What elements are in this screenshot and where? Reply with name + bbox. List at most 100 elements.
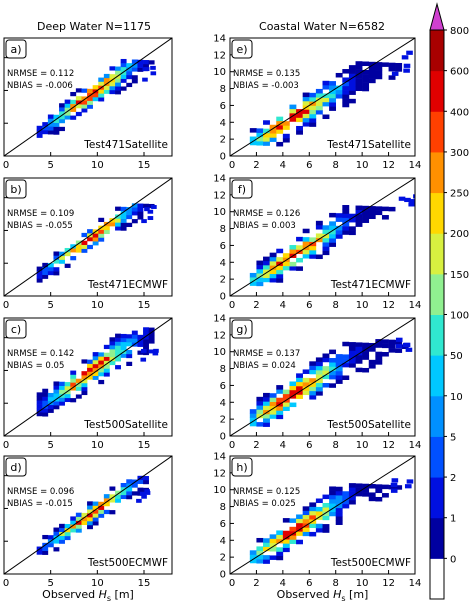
x-tick-label: 4	[280, 160, 286, 171]
heatmap-cell	[92, 237, 99, 242]
heatmap-cell	[289, 108, 297, 114]
heatmap-cell	[53, 122, 60, 127]
heatmap-cell	[141, 348, 147, 353]
heatmap-cell	[315, 515, 323, 520]
heatmap-cell	[269, 555, 277, 560]
heatmap-cell	[256, 405, 264, 410]
heatmap-cell	[42, 129, 49, 135]
panel-h: 0 2 4 6 8 10 12 14 0 2 4 6 8 10 12 14 h) NRMSE = 0.125 NBI…	[213, 452, 421, 590]
heatmap-cell	[256, 141, 264, 146]
heatmap-cell	[59, 401, 65, 406]
y-tick-label: 6	[220, 241, 226, 252]
colorbar-tick-label: 50	[450, 351, 463, 362]
heatmap-cell	[59, 126, 65, 132]
heatmap-cell	[368, 74, 376, 79]
heatmap-cell	[263, 542, 270, 547]
heatmap-cell	[98, 233, 105, 238]
heatmap-cell	[355, 222, 363, 227]
heatmap-cell	[47, 118, 54, 123]
heatmap-cell	[109, 341, 116, 346]
heatmap-cell	[335, 89, 343, 95]
nrmse-label: NRMSE = 0.137	[233, 349, 300, 359]
heatmap-cell	[368, 484, 376, 489]
x-tick-label: 2	[253, 160, 259, 171]
heatmap-cell	[120, 206, 127, 212]
heatmap-cell	[148, 331, 155, 336]
heatmap-cell	[249, 421, 257, 427]
heatmap-cell	[368, 496, 376, 502]
heatmap-cell	[263, 397, 270, 402]
heatmap-cell	[390, 488, 398, 493]
heatmap-cell	[64, 382, 71, 387]
heatmap-cell	[302, 518, 310, 524]
heatmap-cell	[322, 383, 330, 388]
heatmap-cell	[329, 503, 337, 508]
heatmap-cell	[70, 524, 77, 529]
heatmap-cell	[329, 370, 337, 376]
heatmap-cell	[315, 386, 323, 392]
heatmap-cell	[329, 358, 337, 363]
heatmap-cell	[368, 359, 376, 365]
heatmap-cell	[256, 136, 264, 142]
heatmap-cell	[355, 65, 363, 70]
heatmap-cell	[381, 352, 389, 357]
heatmap-cell	[98, 97, 105, 102]
x-tick-label: 10	[356, 300, 369, 311]
x-tick-label: 10	[91, 300, 104, 311]
heatmap-cell	[315, 382, 323, 388]
y-tick-label: 4	[220, 536, 226, 547]
heatmap-cell	[296, 236, 303, 242]
heatmap-cell	[70, 103, 77, 109]
heatmap-cell	[355, 355, 363, 360]
heatmap-cell	[87, 509, 93, 514]
heatmap-cell	[87, 100, 93, 105]
heatmap-cell	[276, 410, 284, 415]
heatmap-cell	[322, 353, 330, 359]
heatmap-cell	[329, 507, 337, 513]
heatmap-cell	[362, 61, 370, 67]
heatmap-cell	[70, 107, 77, 112]
heatmap-cell	[404, 197, 411, 203]
panel-label-box	[5, 179, 27, 199]
heatmap-cell	[120, 337, 127, 343]
heatmap-cell	[375, 343, 383, 348]
heatmap-cell	[335, 490, 343, 496]
y-tick-label: 0	[220, 152, 226, 163]
heatmap-cell	[388, 66, 396, 72]
y-tick-label: 6	[220, 519, 226, 530]
heatmap-cell	[335, 503, 343, 509]
heatmap-cell	[70, 244, 77, 249]
heatmap-cell	[408, 202, 415, 207]
heatmap-cell	[115, 357, 121, 362]
heatmap-cell	[131, 483, 138, 488]
heatmap-cell	[329, 229, 337, 235]
heatmap-cell	[120, 341, 127, 347]
run-name: Test471ECMWF	[330, 279, 411, 291]
heatmap-cell	[289, 117, 297, 122]
heatmap-cell	[53, 385, 60, 390]
heatmap-cell	[98, 229, 105, 234]
heatmap-cell	[70, 520, 77, 525]
heatmap-cell	[315, 511, 323, 516]
heatmap-cell	[390, 482, 398, 487]
heatmap-cell	[269, 269, 277, 275]
heatmap-cell	[249, 558, 257, 564]
heatmap-cell	[70, 91, 77, 97]
heatmap-cell	[137, 67, 144, 72]
x-tick-label: 4	[280, 300, 286, 311]
y-tick-label: 6	[220, 381, 226, 392]
heatmap-cell	[355, 483, 363, 488]
heatmap-cell	[362, 218, 370, 223]
heatmap-cell	[269, 393, 277, 398]
heatmap-cell	[53, 547, 60, 552]
heatmap-cell	[103, 494, 110, 499]
heatmap-cell	[131, 63, 138, 68]
heatmap-cell	[87, 524, 93, 530]
heatmap-cell	[256, 413, 264, 419]
heatmap-cell	[269, 401, 277, 407]
heatmap-cell	[329, 362, 337, 367]
heatmap-cell	[109, 486, 116, 491]
x-tick-label: 0	[3, 440, 9, 451]
heatmap-cell	[335, 213, 343, 218]
heatmap-cell	[315, 523, 323, 529]
